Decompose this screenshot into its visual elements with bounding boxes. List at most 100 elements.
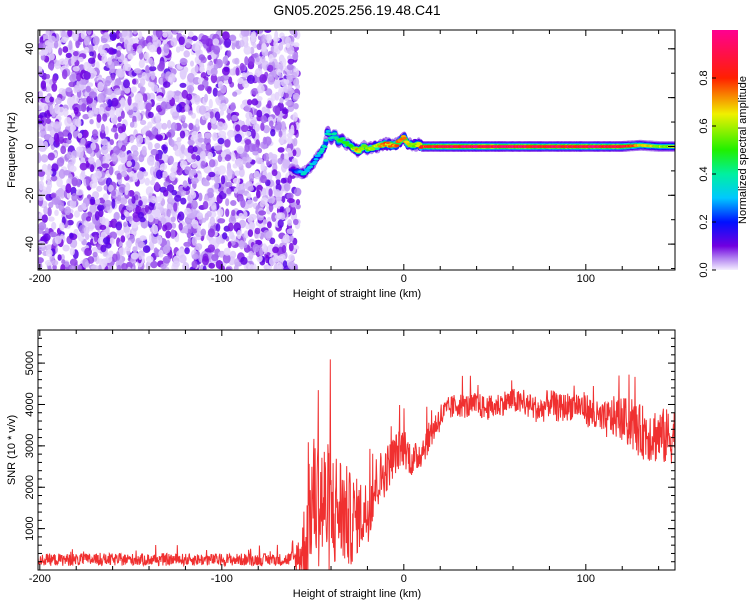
noise-cell: [275, 179, 281, 185]
noise-cell: [285, 101, 292, 106]
noise-cell: [74, 210, 80, 218]
noise-cell: [271, 169, 278, 177]
noise-cell: [246, 199, 254, 209]
noise-cell: [107, 47, 115, 55]
noise-cell: [103, 185, 109, 191]
noise-cell: [87, 222, 96, 230]
noise-cell: [223, 247, 231, 256]
noise-cell: [267, 64, 274, 73]
noise-cell: [162, 171, 168, 178]
noise-cell: [69, 247, 75, 256]
noise-cell: [71, 155, 76, 165]
noise-cell: [259, 74, 267, 84]
noise-cell: [100, 138, 109, 146]
noise-cell: [99, 224, 107, 231]
noise-cell: [50, 192, 57, 199]
noise-cell: [282, 260, 288, 268]
noise-cell: [265, 231, 272, 241]
noise-cell: [276, 79, 281, 89]
noise-cell: [137, 241, 145, 248]
noise-cell: [118, 247, 126, 256]
noise-cell: [97, 264, 102, 270]
noise-cell: [204, 194, 209, 201]
noise-cell: [49, 96, 54, 103]
noise-cell: [113, 211, 120, 221]
noise-cell: [281, 245, 287, 254]
noise-cell: [199, 151, 206, 160]
noise-cell: [243, 45, 252, 55]
noise-cell: [260, 122, 265, 131]
noise-cell: [232, 91, 238, 97]
noise-cell: [121, 30, 128, 38]
noise-cell: [204, 132, 212, 140]
y-tick-label: 4000: [24, 392, 36, 416]
noise-cell: [206, 210, 212, 217]
noise-cell: [156, 95, 163, 102]
noise-cell: [172, 111, 180, 120]
noise-cell: [179, 254, 187, 264]
noise-cell: [72, 66, 80, 72]
noise-cell: [71, 193, 78, 202]
noise-cell: [273, 39, 279, 49]
noise-cell: [246, 74, 255, 84]
noise-cell: [83, 220, 89, 227]
noise-cell: [71, 177, 78, 187]
noise-cell: [292, 149, 297, 157]
noise-cell: [177, 211, 185, 221]
noise-cell: [233, 170, 241, 177]
noise-cell: [110, 127, 118, 133]
noise-cell: [148, 192, 153, 203]
noise-cell: [62, 244, 70, 252]
noise-cell: [72, 33, 78, 40]
noise-cell: [160, 263, 167, 270]
noise-cell: [155, 116, 161, 124]
snr-ylabel: SNR (10 * v/v): [6, 415, 18, 485]
noise-cell: [155, 196, 163, 203]
noise-cell: [83, 70, 91, 80]
noise-cell: [236, 145, 245, 154]
noise-cell: [265, 88, 273, 96]
noise-cell: [131, 195, 136, 204]
noise-cell: [112, 253, 118, 263]
noise-cell: [118, 126, 124, 134]
noise-cell: [53, 196, 61, 205]
noise-cell: [187, 145, 195, 155]
noise-cell: [283, 182, 291, 192]
noise-cell: [225, 208, 230, 217]
noise-cell: [149, 179, 156, 186]
noise-cell: [109, 139, 115, 146]
y-tick-label: -40: [24, 236, 36, 252]
noise-cell: [118, 183, 127, 194]
noise-cell: [208, 171, 216, 178]
noise-cell: [218, 165, 226, 175]
noise-cell: [52, 264, 57, 270]
noise-cell: [100, 37, 108, 44]
noise-cell: [124, 211, 130, 218]
noise-cell: [269, 120, 274, 127]
snr-plot: [38, 359, 675, 570]
noise-cell: [51, 260, 59, 266]
noise-cell: [140, 86, 146, 93]
spectrogram: [38, 30, 675, 270]
noise-cell: [210, 238, 216, 245]
noise-cell: [68, 40, 73, 51]
noise-cell: [287, 219, 292, 227]
noise-cell: [67, 30, 73, 38]
noise-cell: [157, 63, 165, 72]
noise-cell: [239, 239, 245, 250]
noise-cell: [274, 107, 281, 116]
noise-cell: [227, 50, 232, 57]
noise-cell: [107, 99, 112, 108]
noise-cell: [235, 124, 241, 132]
noise-cell: [109, 111, 115, 119]
noise-cell: [43, 140, 49, 150]
noise-cell: [251, 129, 256, 139]
noise-cell: [233, 222, 241, 233]
noise-cell: [107, 57, 112, 66]
noise-cell: [232, 177, 241, 185]
chart-title: GN05.2025.256.19.48.C41: [273, 2, 441, 18]
noise-cell: [183, 50, 190, 58]
noise-cell: [115, 221, 123, 231]
noise-cell: [246, 156, 252, 163]
noise-cell: [279, 97, 284, 104]
